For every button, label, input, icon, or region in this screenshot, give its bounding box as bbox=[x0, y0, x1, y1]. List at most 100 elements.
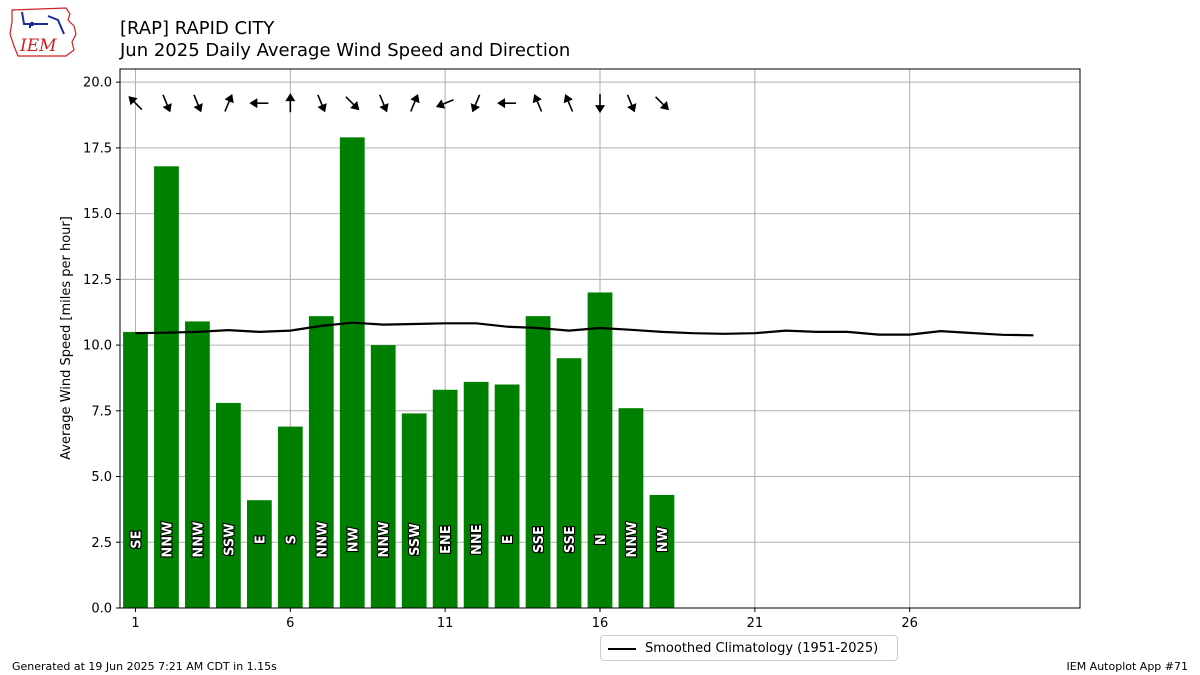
x-tick-label: 6 bbox=[286, 616, 294, 631]
arrow-head bbox=[410, 93, 420, 104]
direction-arrow-icon bbox=[470, 94, 481, 113]
direction-label: NNW bbox=[160, 522, 175, 558]
direction-arrow-icon bbox=[193, 94, 203, 113]
arrow-shaft bbox=[442, 98, 454, 106]
arrow-shaft bbox=[655, 96, 665, 106]
direction-label: NNE bbox=[470, 524, 485, 555]
app-credit: IEM Autoplot App #71 bbox=[1066, 660, 1189, 673]
direction-label: NNW bbox=[191, 522, 206, 558]
y-tick-label: 12.5 bbox=[83, 273, 112, 288]
x-tick-label: 1 bbox=[131, 616, 139, 631]
y-tick-label: 15.0 bbox=[83, 207, 112, 222]
speed-bar bbox=[401, 413, 427, 608]
climatology-line-group bbox=[135, 321, 1034, 337]
direction-arrow-icon bbox=[345, 96, 360, 111]
arrow-shaft bbox=[474, 94, 481, 107]
speed-bar bbox=[277, 426, 303, 608]
arrow-head bbox=[497, 98, 506, 109]
direction-arrow-icon bbox=[626, 94, 637, 113]
x-tick-label: 21 bbox=[747, 616, 764, 631]
arrow-shaft bbox=[379, 94, 386, 107]
axis-ticks: 0.02.55.07.510.012.515.017.520.01 6 11 16 21… bbox=[83, 76, 918, 631]
speed-bar bbox=[432, 389, 458, 608]
arrow-head bbox=[128, 96, 138, 106]
x-tick-label: 26 bbox=[901, 616, 918, 631]
direction-label: NW bbox=[656, 527, 671, 552]
y-tick-label: 20.0 bbox=[83, 76, 112, 91]
direction-labels: SE NNW NNW SSW E S NNW NW NNW SSW ENE NNE E SSE SSE N NN… bbox=[128, 520, 672, 558]
direction-arrow-icon bbox=[379, 94, 389, 113]
speed-bar bbox=[339, 137, 365, 609]
climatology-line bbox=[135, 321, 1034, 337]
speed-bar bbox=[185, 321, 210, 608]
speed-bar bbox=[649, 494, 675, 608]
y-tick-label: 2.5 bbox=[91, 536, 112, 551]
y-tick-label: 17.5 bbox=[83, 141, 112, 156]
arrow-head bbox=[435, 99, 446, 109]
direction-label: SSE bbox=[532, 526, 547, 553]
direction-arrow-icon bbox=[162, 94, 172, 113]
y-tick-label: 10.0 bbox=[83, 339, 112, 354]
direction-label: E bbox=[501, 535, 516, 544]
legend-line-swatch bbox=[608, 648, 636, 650]
arrow-head bbox=[563, 93, 573, 104]
direction-arrow-icon bbox=[655, 96, 670, 111]
arrow-shaft bbox=[536, 100, 543, 112]
direction-arrow-icon bbox=[435, 98, 454, 109]
arrow-head bbox=[379, 103, 389, 113]
arrow-head bbox=[659, 101, 670, 111]
speed-bar bbox=[618, 408, 644, 608]
speed-bar bbox=[370, 345, 396, 608]
arrow-shaft bbox=[193, 94, 200, 107]
arrow-head bbox=[470, 103, 480, 113]
arrow-head bbox=[627, 103, 637, 113]
direction-arrow-icon bbox=[224, 93, 234, 112]
arrow-shaft bbox=[567, 100, 574, 112]
speed-bar bbox=[494, 384, 520, 608]
chart-title-station: [RAP] RAPID CITY bbox=[120, 18, 275, 39]
legend-label: Smoothed Climatology (1951-2025) bbox=[645, 641, 879, 656]
arrow-head bbox=[317, 103, 327, 113]
arrow-head bbox=[193, 103, 203, 113]
arrow-shaft bbox=[317, 94, 324, 107]
chart-title-description: Jun 2025 Daily Average Wind Speed and Di… bbox=[120, 40, 571, 61]
direction-arrow-icon bbox=[285, 93, 296, 113]
iem-logo: IEM bbox=[9, 7, 77, 57]
speed-bar bbox=[463, 381, 489, 608]
y-tick-label: 5.0 bbox=[91, 470, 112, 485]
direction-label: NW bbox=[346, 527, 361, 552]
direction-arrow-icon bbox=[317, 94, 327, 113]
iowa-outline-icon bbox=[9, 7, 77, 57]
direction-arrow-icon bbox=[563, 93, 574, 112]
y-tick-label: 7.5 bbox=[91, 404, 112, 419]
speed-bar bbox=[308, 316, 334, 608]
arrow-head bbox=[285, 93, 296, 102]
arrow-head bbox=[532, 93, 542, 104]
direction-arrow-icon bbox=[128, 96, 143, 111]
arrow-head bbox=[162, 103, 172, 113]
x-tick-label: 16 bbox=[592, 616, 609, 631]
speed-bar bbox=[154, 166, 179, 608]
y-tick-label: 0.0 bbox=[91, 602, 112, 617]
direction-arrows bbox=[128, 93, 670, 114]
direction-arrow-icon bbox=[410, 93, 420, 112]
direction-label: SSE bbox=[563, 526, 578, 553]
direction-label: S bbox=[284, 535, 299, 544]
arrow-shaft bbox=[345, 96, 355, 106]
arrow-shaft bbox=[626, 94, 633, 107]
speed-bar bbox=[525, 316, 551, 608]
generated-timestamp: Generated at 19 Jun 2025 7:21 AM CDT in … bbox=[12, 660, 277, 673]
arrow-shaft bbox=[224, 100, 231, 112]
speed-bar bbox=[216, 402, 241, 608]
arrow-head bbox=[224, 93, 234, 104]
direction-label: N bbox=[594, 534, 609, 545]
direction-label: NNW bbox=[315, 522, 330, 558]
direction-label: NNW bbox=[625, 522, 640, 558]
direction-arrow-icon bbox=[595, 94, 605, 114]
direction-label: E bbox=[253, 535, 268, 544]
speed-bar bbox=[246, 500, 272, 608]
arrow-shaft bbox=[410, 100, 417, 112]
arrow-head bbox=[350, 101, 360, 111]
logo-text: IEM bbox=[19, 36, 57, 56]
direction-arrow-icon bbox=[249, 98, 269, 109]
